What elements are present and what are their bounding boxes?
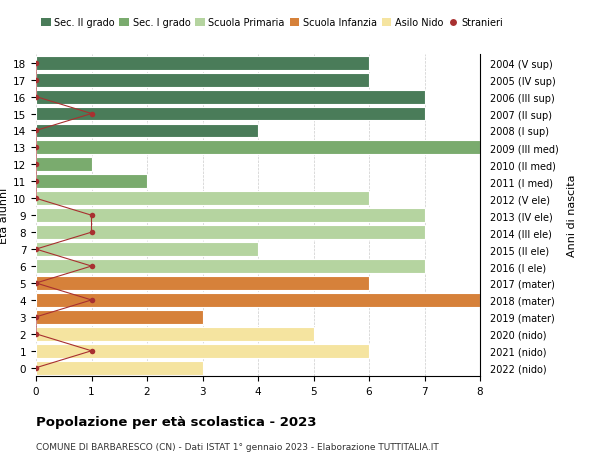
Bar: [36, 276, 369, 290]
Y-axis label: Anni di nascita: Anni di nascita: [567, 174, 577, 257]
Bar: [36, 327, 314, 341]
Bar: [36, 107, 425, 121]
Bar: [36, 310, 203, 324]
Y-axis label: Età alunni: Età alunni: [0, 188, 9, 244]
Bar: [36, 141, 480, 155]
Bar: [36, 209, 425, 223]
Bar: [36, 175, 147, 189]
Bar: [36, 56, 369, 71]
Bar: [36, 73, 369, 87]
Text: Popolazione per età scolastica - 2023: Popolazione per età scolastica - 2023: [36, 415, 317, 428]
Legend: Sec. II grado, Sec. I grado, Scuola Primaria, Scuola Infanzia, Asilo Nido, Stran: Sec. II grado, Sec. I grado, Scuola Prim…: [41, 18, 503, 28]
Text: COMUNE DI BARBARESCO (CN) - Dati ISTAT 1° gennaio 2023 - Elaborazione TUTTITALIA: COMUNE DI BARBARESCO (CN) - Dati ISTAT 1…: [36, 442, 439, 451]
Bar: [36, 259, 425, 274]
Bar: [36, 158, 91, 172]
Bar: [36, 192, 369, 206]
Bar: [36, 226, 425, 240]
Bar: [36, 243, 258, 257]
Bar: [36, 293, 480, 307]
Bar: [36, 90, 425, 104]
Bar: [36, 344, 369, 358]
Bar: [36, 124, 258, 138]
Bar: [36, 361, 203, 375]
